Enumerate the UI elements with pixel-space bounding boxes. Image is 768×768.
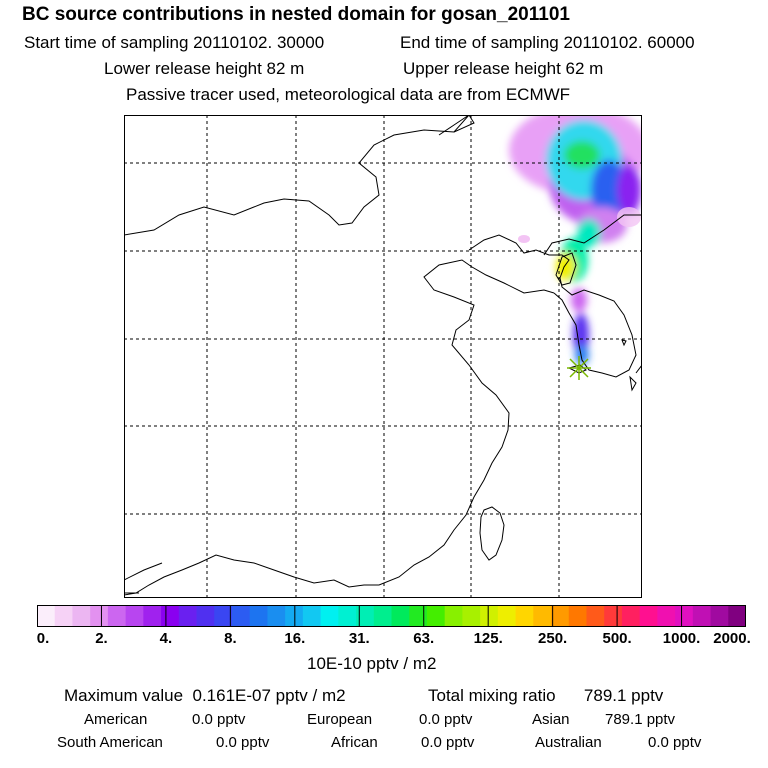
colorbar-cell [196,605,215,627]
total-label: Total mixing ratio [428,686,556,705]
colorbar-cell [515,605,534,627]
map-title: BC source contributions in nested domain… [22,4,570,25]
source-south-american-name: South American [57,734,163,751]
colorbar-cell [125,605,144,627]
colorbar-cell [728,605,746,627]
lat-lon-grid [124,115,642,598]
colorbar-tick-label: 16. [284,630,306,647]
tracer-note: Passive tracer used, meteorological data… [126,85,571,104]
end-time-label: End time of sampling 20110102. 60000 [400,33,695,52]
colorbar-cell [54,605,73,627]
colorbar-cell [409,605,428,627]
source-australian-name: Australian [535,734,602,751]
source-american-name: American [84,711,148,728]
colorbar-cell [675,605,694,627]
colorbar-cell [391,605,410,627]
colorbar-cell [338,605,357,627]
colorbar-cell [462,605,481,627]
colorbar-cell [72,605,91,627]
release-site-marker [567,356,591,380]
colorbar-cell [302,605,322,627]
colorbar-units: 10E-10 pptv / m2 [307,654,437,673]
max-label: Maximum value [64,686,184,705]
source-american-value: 0.0 pptv [192,711,246,728]
colorbar-cell [568,605,587,627]
colorbar-cell [533,605,552,627]
colorbar-tick-label: 2. [95,630,108,647]
lower-release-height: Lower release height 82 m [104,59,305,78]
upper-release-height: Upper release height 62 m [403,59,604,78]
colorbar-cell [231,605,251,627]
colorbar-tick-label: 0. [36,630,50,647]
total-mixing-row: Total mixing ratio 789.1 pptv [428,686,663,706]
source-european-value: 0.0 pptv [419,711,473,728]
colorbar-cell [710,605,729,627]
source-african-name: African [331,734,378,751]
colorbar-tick-label: 8. [224,630,237,647]
colorbar-cell [285,605,304,627]
maximum-value-row: Maximum value 0.161E-07 pptv / m2 [64,686,346,706]
map-panel [124,115,642,598]
colorbar-tick-label: 63. [413,630,435,647]
colorbar-cell [267,605,286,627]
colorbar-cell [356,605,375,627]
colorbar-cell [373,605,392,627]
start-time-label: Start time of sampling 20110102. 30000 [24,33,325,52]
source-asian-name: Asian [532,711,570,728]
colorbar-tick-label: 125. [473,630,503,647]
colorbar-cell [692,605,711,627]
colorbar-cell [143,605,162,627]
colorbar-tick-label: 4. [159,630,173,647]
source-south-american-value: 0.0 pptv [216,734,270,751]
colorbar-cell [90,605,109,627]
colorbar-cell [551,605,570,627]
colorbar-cell [621,605,641,627]
max-value: 0.161E-07 pptv / m2 [192,686,346,705]
colorbar-tick-label: 250. [538,630,568,647]
colorbar-cell [657,605,676,627]
colorbar-tick-label: 1000. [662,630,701,647]
colorbar-cell [107,605,127,627]
map-frame [124,115,642,598]
colorbar-cell [249,605,268,627]
colorbar-cell [37,605,56,627]
colorbar-tick-label: 31. [348,630,370,647]
colorbar-cell [604,605,623,627]
colorbar-cell [320,605,339,627]
colorbar-cell [480,605,499,627]
colorbar-tick-label: 2000. [713,630,751,647]
coastlines [124,115,642,596]
colorbar-tick-label: 500. [602,630,632,647]
source-african-value: 0.0 pptv [421,734,475,751]
total-value: 789.1 pptv [583,686,664,705]
colorbar-cell [444,605,463,627]
colorbar-cell [586,605,605,627]
source-european-name: European [307,711,373,728]
colorbar-cell [426,605,446,627]
colorbar-cell [161,605,180,627]
colorbar [37,605,746,627]
colorbar-cell [178,605,197,627]
source-australian-value: 0.0 pptv [648,734,702,751]
colorbar-cell [497,605,516,627]
colorbar-cell [214,605,233,627]
tracer-plume [509,115,642,365]
source-asian-value: 789.1 pptv [605,711,676,728]
colorbar-cell [639,605,658,627]
